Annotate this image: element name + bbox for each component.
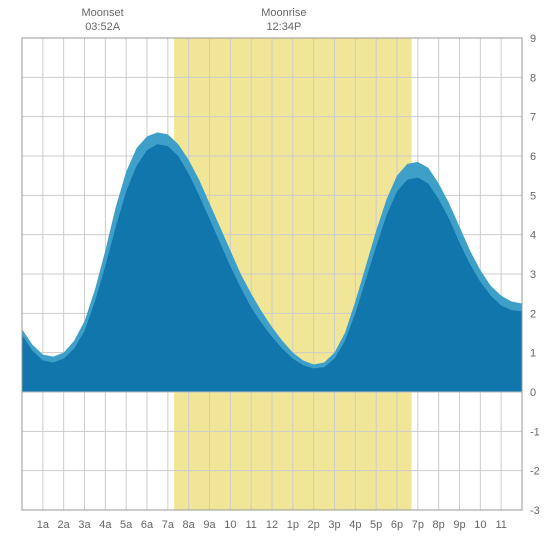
y-tick-label: 0 [530, 387, 536, 399]
y-tick-label: 2 [530, 308, 536, 320]
y-tick-label: 1 [530, 348, 536, 360]
x-tick-label: 6p [391, 519, 403, 531]
y-tick-label: -2 [530, 466, 540, 478]
tide-chart: Moonset 03:52A Moonrise 12:34P 1a2a3a4a5… [0, 0, 550, 550]
y-tick-label: 9 [530, 33, 536, 45]
x-tick-label: 3a [78, 519, 91, 531]
moonset-time: 03:52A [73, 20, 133, 34]
chart-svg: 1a2a3a4a5a6a7a8a9a1011121p2p3p4p5p6p7p8p… [0, 0, 550, 550]
x-tick-label: 2a [58, 519, 71, 531]
moonrise-time: 12:34P [254, 20, 314, 34]
moonset-label: Moonset 03:52A [73, 6, 133, 35]
x-tick-label: 10 [224, 519, 236, 531]
x-tick-label: 7a [162, 519, 175, 531]
y-tick-label: 4 [530, 230, 536, 242]
y-tick-label: 5 [530, 190, 536, 202]
x-tick-label: 3p [328, 519, 340, 531]
x-tick-label: 12 [266, 519, 278, 531]
x-tick-label: 11 [245, 519, 256, 531]
y-tick-label: -1 [530, 426, 540, 438]
y-tick-label: 7 [530, 112, 536, 124]
x-tick-label: 11 [495, 519, 506, 531]
moonset-title: Moonset [73, 6, 133, 20]
x-tick-label: 4p [349, 519, 361, 531]
y-tick-label: 3 [530, 269, 536, 281]
x-tick-label: 1p [287, 519, 299, 531]
x-tick-label: 8a [183, 519, 196, 531]
x-tick-label: 4a [99, 519, 112, 531]
y-tick-label: 6 [530, 151, 536, 163]
x-tick-label: 8p [433, 519, 445, 531]
moonrise-label: Moonrise 12:34P [254, 6, 314, 35]
x-tick-label: 9a [203, 519, 216, 531]
x-tick-label: 5a [120, 519, 133, 531]
y-tick-label: 8 [530, 72, 536, 84]
moonrise-title: Moonrise [254, 6, 314, 20]
x-tick-label: 2p [308, 519, 320, 531]
y-tick-label: -3 [530, 505, 540, 517]
x-tick-label: 7p [412, 519, 424, 531]
x-tick-label: 10 [474, 519, 486, 531]
x-tick-label: 1a [37, 519, 50, 531]
x-tick-label: 5p [370, 519, 382, 531]
x-tick-label: 9p [453, 519, 465, 531]
x-tick-label: 6a [141, 519, 154, 531]
